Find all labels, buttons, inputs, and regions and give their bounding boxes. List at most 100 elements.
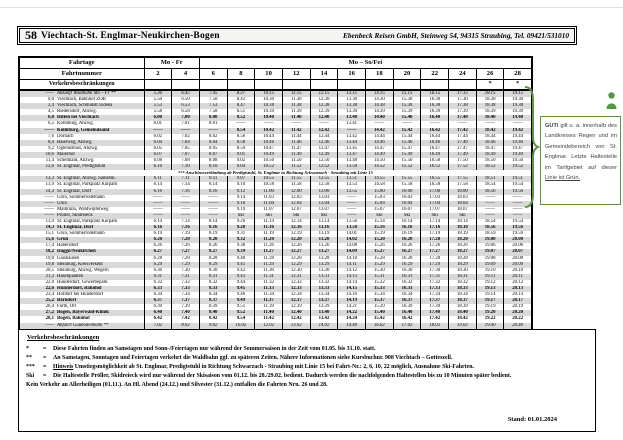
time-cell: 7.11 (171, 176, 200, 183)
station-cell: 17,4 Habersdorf (19, 243, 144, 249)
time-cell: 5.50 (143, 97, 172, 104)
time-cell: 12.04 (281, 200, 311, 207)
time-cell: 14.47 (365, 145, 394, 152)
table-row: 25,2 Bärndorf 6.37 7.37 8.37 9.49 11.37 12.37 13… (19, 298, 532, 305)
table-row: 26,4 Furth, Ort 6.39 7.39 8.39 9.51 11.39 12.39… (19, 304, 532, 311)
station-cell: 13,9 St. Englmar, Parkplatz Kurpark (19, 219, 144, 225)
time-cell: 15.33 (365, 286, 394, 293)
time-cell: 6.14 (143, 182, 172, 189)
time-cell: 17.27 (420, 249, 449, 256)
time-cell: 8.08 (198, 158, 228, 165)
time-cell: 9.28 (226, 225, 255, 232)
station-name: St. Englmar, Parkplatz Kurpark (57, 218, 118, 224)
trip-number: 20 (392, 68, 422, 80)
time-cell: 9.41 (226, 261, 255, 268)
time-cell: 11.29 (254, 261, 283, 268)
km-value: —— (44, 212, 54, 218)
time-cell: 20.40 (503, 322, 532, 330)
footnote-text: Diese Fahrten finden an Samstagen und So… (53, 346, 376, 352)
km-value: 20,5 (45, 267, 54, 273)
time-cell: 7.45 (198, 90, 228, 98)
time-cell: —— (143, 194, 172, 201)
time-cell: 11.07 (254, 206, 283, 213)
time-cell: 6.02 (143, 133, 172, 140)
time-cell: 12.27 (281, 249, 311, 256)
route-title: Viechtach-St. Englmar-Neukirchen-Bogen (41, 30, 220, 41)
time-cell: 20.07 (503, 249, 532, 256)
time-cell: 16.29 (392, 261, 421, 268)
time-cell: 8.19 (198, 231, 228, 238)
time-cell: —— (337, 194, 366, 201)
time-cell: —— (198, 127, 228, 134)
footnote-equals: = (43, 372, 47, 379)
table-row: —— Maibrunn, Waldwipfelweg —— —— —— 9.19 11.07… (19, 206, 532, 213)
time-cell: 5.58 (143, 109, 172, 116)
time-cell: 6.00 (143, 115, 172, 122)
time-cell: 6.14 (143, 218, 172, 226)
time-cell: 8.58 (226, 139, 255, 146)
km-value: 2,4 (48, 103, 54, 109)
time-cell: 6.58 (171, 109, 200, 116)
time-cell: 15.52 (392, 164, 421, 171)
time-cell: 19.14 (475, 292, 504, 299)
station-label: 13,3 St. Englmar, Abzwg. Samersk. (20, 176, 144, 182)
km-value: 4,5 (48, 109, 54, 115)
time-cell: 15.42 (365, 316, 394, 323)
time-cell: 8.40 (198, 310, 228, 317)
station-name: St. Englmar, Dorf (57, 225, 94, 231)
time-cell: 17.30 (448, 97, 477, 104)
legend-title: Verkehrsbeschränkungen (27, 334, 100, 341)
time-cell: 17.00 (420, 188, 449, 195)
station-label: 20,5 Steinburg, Abzwg. Wegern (20, 268, 144, 274)
station-name: Viechtach, Schmidstr./Edeka (57, 103, 113, 109)
time-cell: 12.02 (254, 322, 283, 330)
time-cell: 17.29 (420, 261, 449, 268)
time-cell: 6.32 (143, 279, 172, 286)
time-cell: —— (171, 206, 200, 213)
time-cell: 14.10 (337, 255, 366, 262)
km-value: —— (44, 194, 54, 200)
time-cell: 17.16 (420, 225, 449, 232)
time-cell: 20.10 (503, 267, 532, 274)
time-cell: 13.38 (337, 103, 366, 110)
time-cell: 7.28 (171, 255, 200, 262)
time-cell: 8.29 (198, 261, 228, 268)
km-value: 0,0 (48, 97, 54, 103)
time-cell: 6.29 (143, 261, 172, 268)
time-cell: 13.39 (309, 304, 338, 311)
time-cell: 18.15 (475, 90, 504, 98)
time-cell: 9.02 (198, 322, 228, 330)
time-cell: 9.40 (226, 255, 255, 262)
time-cell: 17.58 (448, 182, 477, 189)
trip-number: 6 (198, 68, 228, 80)
station-name: Maierhof (57, 151, 75, 157)
trip-number: 18 (365, 68, 394, 80)
footnote-list: * = Diese Fahrten finden an Samstagen und … (26, 346, 588, 380)
footnote-text: An Samstagen, Sonntagen und Feiertagen v… (53, 354, 453, 361)
stand-date: Stand: 01.01.2024 (507, 416, 557, 423)
time-cell: 12.00 (281, 188, 311, 195)
time-cell: 18.40 (448, 310, 477, 317)
station-name: Ogleinsmais, Abzwg. (57, 145, 99, 151)
time-cell: —— (503, 121, 532, 128)
time-cell: 12.50 (309, 158, 338, 165)
time-cell: 6.28 (143, 255, 172, 262)
time-cell: 6.40 (143, 310, 172, 317)
station-name: Hofdorf bei Hunderdorf (57, 292, 104, 298)
station-label: 15,6 Grün (20, 237, 144, 243)
time-cell: 16.14 (392, 218, 421, 226)
time-cell: 15.40 (365, 310, 394, 317)
time-cell: 19.06 (475, 243, 504, 250)
km-value: 9,2 (48, 145, 54, 151)
time-cell: 7.26 (171, 243, 200, 250)
time-cell: 16.44 (420, 133, 449, 140)
time-cell: 14.42 (365, 127, 394, 134)
time-cell: 17.42 (420, 316, 449, 323)
time-cell: 15.34 (365, 292, 394, 299)
time-cell: 12.52 (309, 164, 338, 171)
time-cell: 19.51 (503, 176, 532, 183)
table-row: 4,5 Riedersdorf, Abzwg. 5.58 6.58 7.58 8.51 10… (19, 109, 532, 116)
time-cell: 19.49 (503, 151, 532, 159)
time-cell: 12.32 (281, 279, 311, 286)
time-cell: 15.40 (392, 115, 421, 122)
